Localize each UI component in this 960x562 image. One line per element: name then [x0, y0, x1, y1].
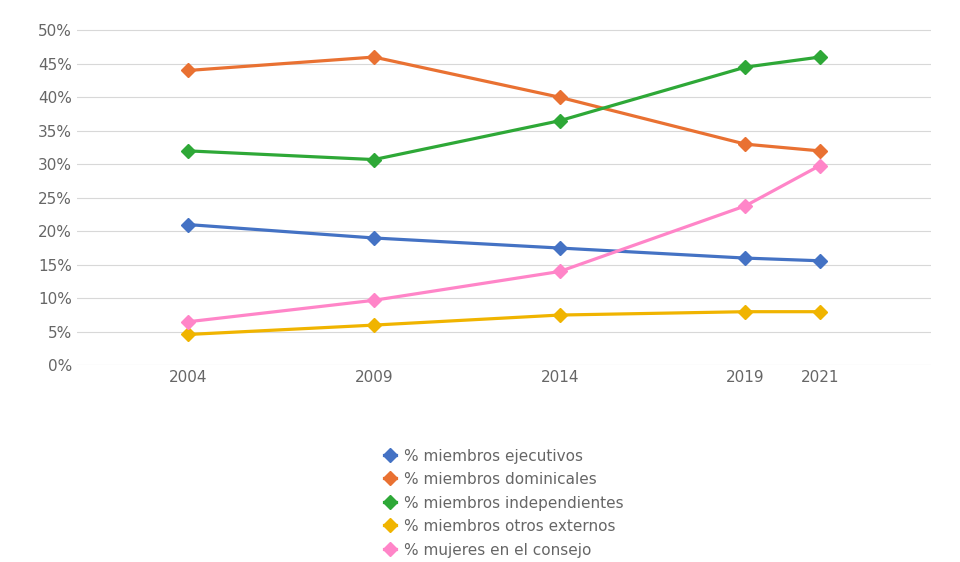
% miembros dominicales [740, 141, 752, 148]
% miembros independientes [182, 147, 194, 154]
% miembros ejecutivos [554, 244, 565, 251]
% miembros otros externos [814, 309, 826, 315]
% miembros ejecutivos [740, 255, 752, 261]
% miembros otros externos [182, 331, 194, 338]
% mujeres en el consejo [740, 202, 752, 209]
Line: % mujeres en el consejo: % mujeres en el consejo [183, 161, 825, 327]
% miembros otros externos [554, 312, 565, 319]
% miembros otros externos [740, 309, 752, 315]
% miembros ejecutivos [182, 221, 194, 228]
Line: % miembros otros externos: % miembros otros externos [183, 307, 825, 339]
% mujeres en el consejo [554, 268, 565, 275]
% miembros dominicales [554, 94, 565, 101]
% miembros dominicales [182, 67, 194, 74]
% miembros otros externos [369, 321, 380, 328]
Legend: % miembros ejecutivos, % miembros dominicales, % miembros independientes, % miem: % miembros ejecutivos, % miembros domini… [378, 443, 630, 562]
% miembros independientes [814, 54, 826, 61]
% mujeres en el consejo [814, 162, 826, 169]
% miembros ejecutivos [814, 257, 826, 264]
% miembros independientes [740, 64, 752, 70]
% miembros dominicales [369, 54, 380, 61]
Line: % miembros dominicales: % miembros dominicales [183, 52, 825, 156]
% miembros independientes [554, 117, 565, 124]
% mujeres en el consejo [182, 318, 194, 325]
Line: % miembros ejecutivos: % miembros ejecutivos [183, 220, 825, 266]
% mujeres en el consejo [369, 297, 380, 303]
% miembros independientes [369, 156, 380, 163]
Line: % miembros independientes: % miembros independientes [183, 52, 825, 165]
% miembros dominicales [814, 147, 826, 154]
% miembros ejecutivos [369, 234, 380, 241]
